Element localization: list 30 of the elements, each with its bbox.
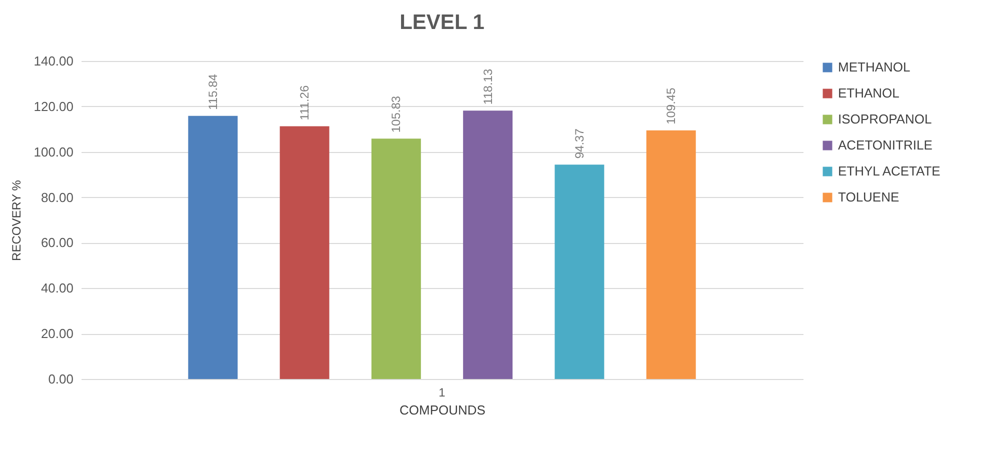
x-tick-label: 1	[438, 386, 446, 400]
chart-title: LEVEL 1	[400, 11, 485, 34]
legend-label: ISOPROPANOL	[838, 112, 932, 126]
y-tick-label: 0.00	[48, 372, 74, 386]
bar	[554, 164, 604, 379]
y-tick-label: 140.00	[34, 54, 74, 68]
data-label: 109.45	[664, 87, 678, 124]
y-tick-label: 20.00	[40, 326, 74, 342]
y-tick-label: 100.00	[34, 144, 74, 160]
legend-label: ACETONITRILE	[838, 138, 933, 152]
x-axis-title: COMPOUNDS	[400, 402, 486, 418]
legend-label: METHANOL	[838, 60, 910, 74]
data-label: 105.83	[389, 96, 404, 133]
bar	[188, 116, 238, 379]
data-label: 118.13	[480, 68, 495, 105]
y-tick-label: 80.00	[40, 190, 74, 205]
data-label: 111.26	[298, 85, 312, 120]
bar	[371, 138, 421, 379]
bar	[646, 130, 696, 379]
data-label: 115.84	[206, 74, 220, 110]
legend-label: TOLUENE	[838, 190, 900, 204]
y-tick-label: 120.00	[34, 98, 74, 114]
y-tick-label: 40.00	[40, 280, 74, 296]
data-label: 94.37	[572, 128, 586, 159]
bar	[280, 126, 330, 379]
bar	[463, 110, 513, 379]
legend-label: ETHANOL	[838, 86, 900, 100]
y-axis-title: RECOVERY %	[10, 180, 24, 261]
legend-label: ETHYL ACETATE	[838, 164, 941, 178]
y-tick-label: 60.00	[40, 235, 74, 250]
